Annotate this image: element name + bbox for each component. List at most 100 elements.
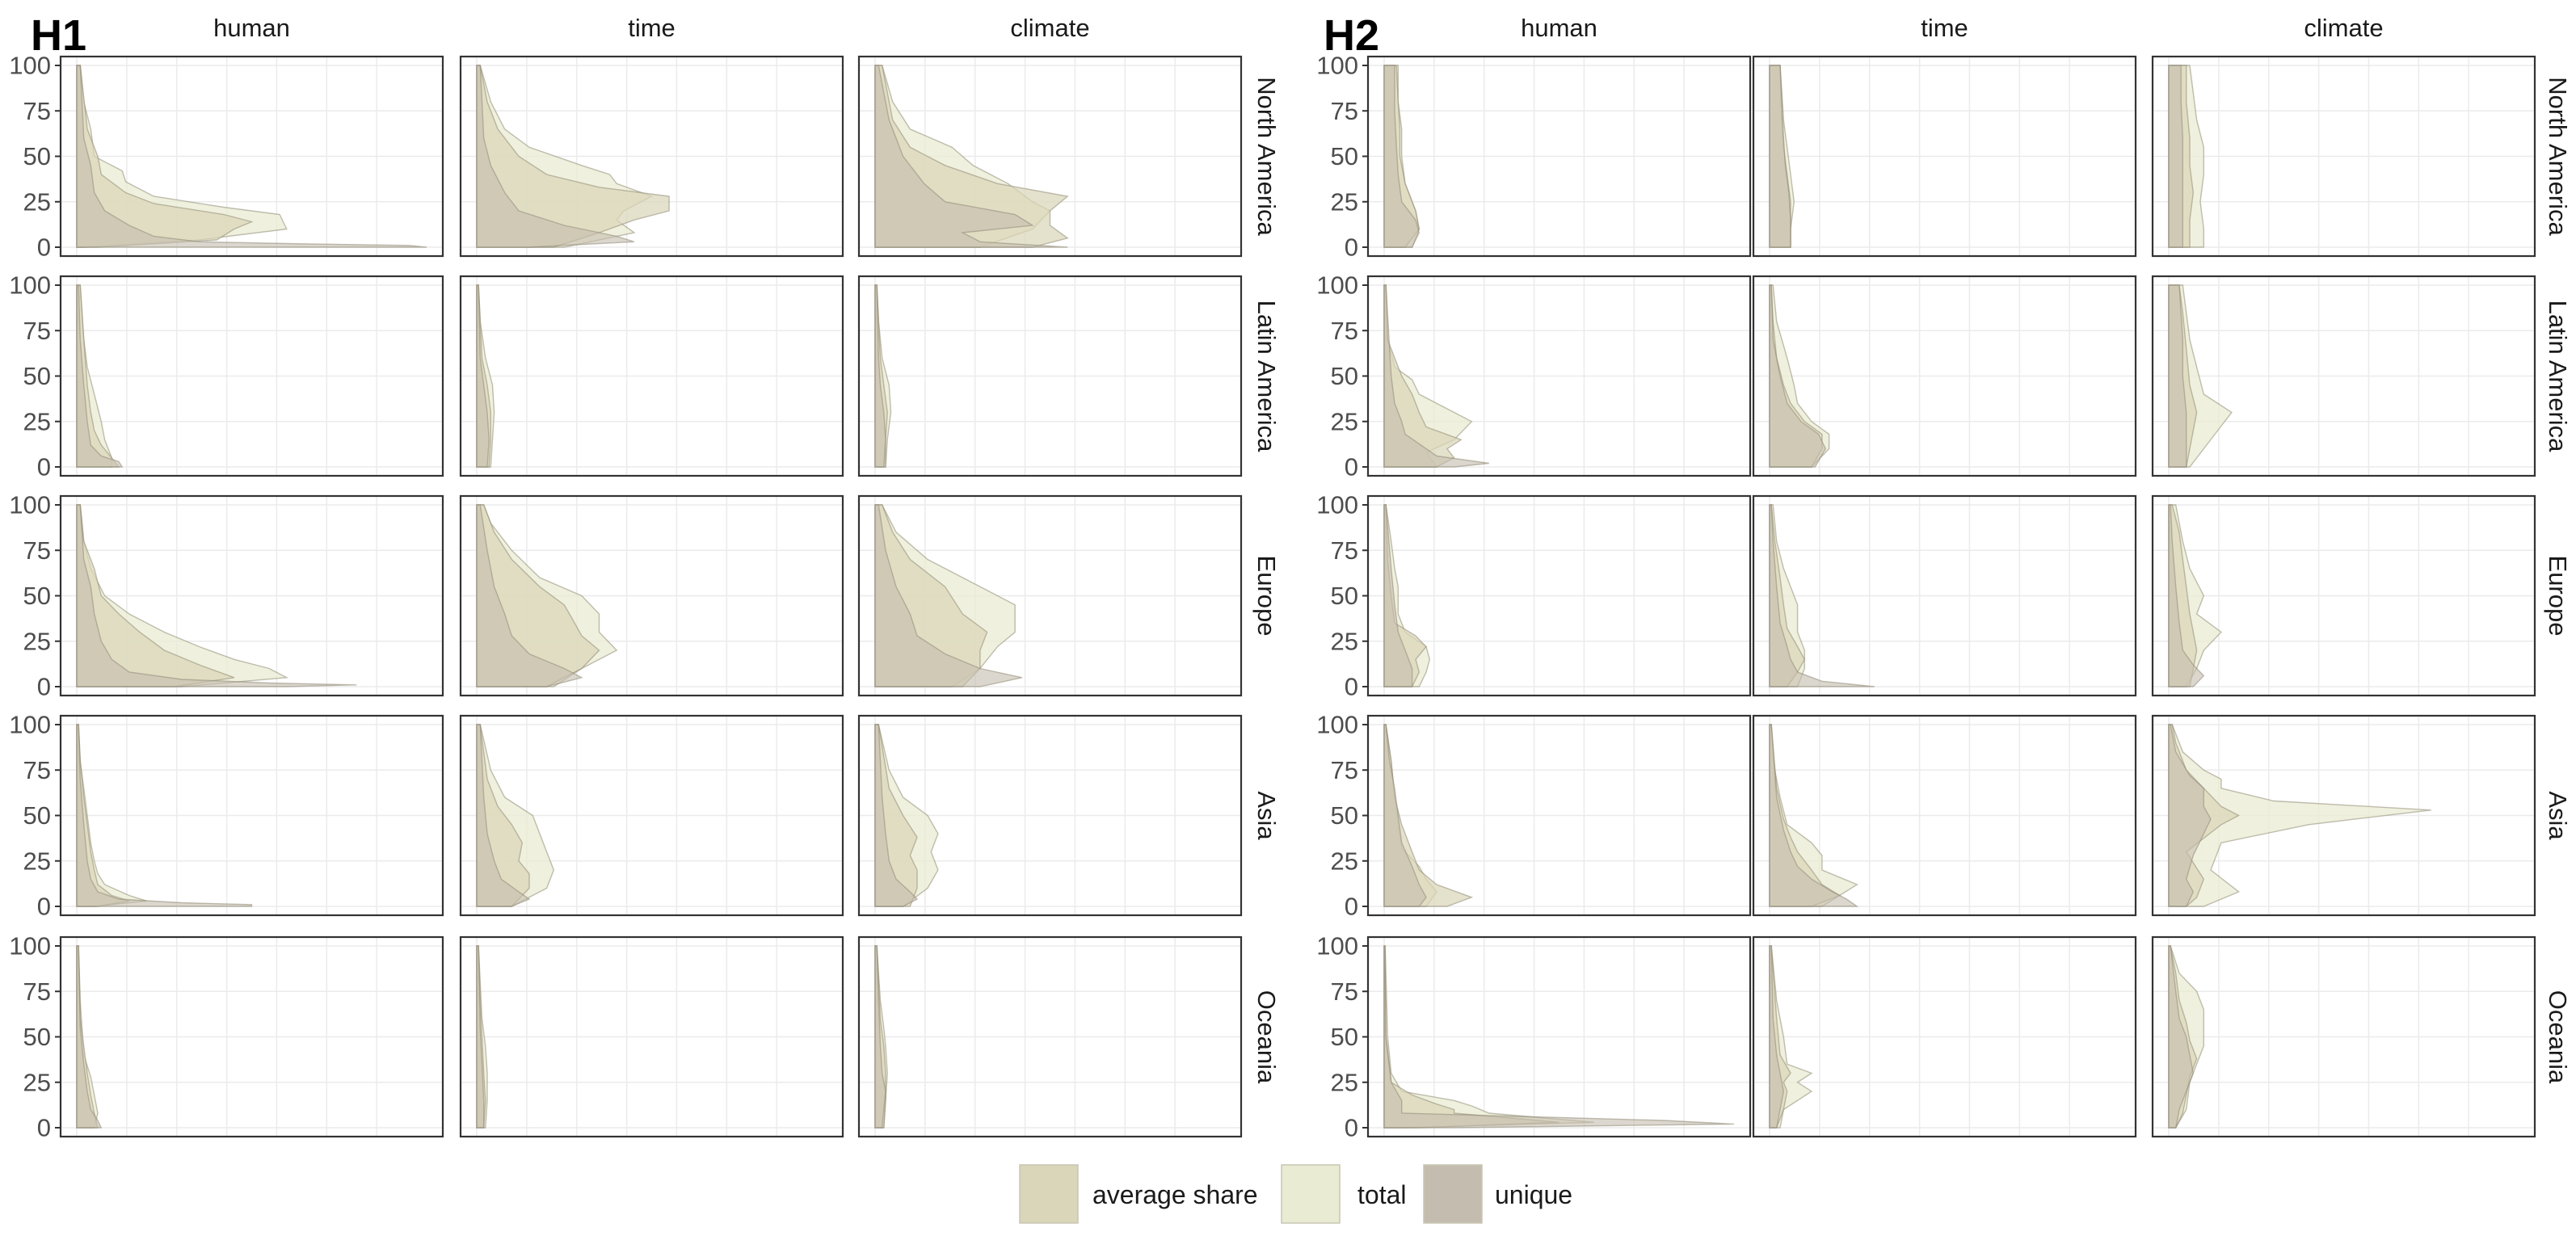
panel-areas	[476, 504, 618, 687]
y-tick-label: 25	[1331, 627, 1358, 655]
y-tick-label: 75	[1331, 756, 1358, 784]
y-tick-label: 75	[1331, 977, 1358, 1006]
y-tick-label: 50	[23, 801, 51, 830]
panel-grid	[1368, 57, 1750, 256]
panel-grid	[2153, 496, 2535, 696]
panel-areas	[874, 945, 888, 1129]
panel-grid	[461, 276, 843, 476]
panel-grid	[61, 937, 443, 1137]
density-area-unique	[874, 65, 1068, 248]
y-tick-label: 25	[1331, 187, 1358, 216]
panel-border	[1752, 55, 2137, 258]
y-tick-label: 75	[1331, 536, 1358, 565]
panel-grid	[1753, 937, 2136, 1137]
y-tick-label: 75	[23, 756, 51, 784]
panels-layer: 0 25 50 75 100 0 25 50 75 100 0 25 50 75 100 0 25 50 75 100…	[9, 52, 2536, 1142]
density-area-unique	[1769, 284, 1827, 468]
density-area-unique	[1769, 65, 1791, 248]
panel-border	[857, 714, 1243, 917]
density-area-unique	[76, 945, 103, 1129]
panel-areas	[76, 504, 357, 687]
panel-border	[459, 714, 844, 917]
density-area-unique	[874, 504, 1023, 687]
panel-h1-europe-time	[459, 494, 844, 697]
panel-border	[857, 935, 1243, 1138]
panel-border	[857, 55, 1243, 258]
density-area-total	[2168, 724, 2431, 907]
y-tick-label: 0	[37, 893, 51, 921]
panel-border	[2151, 275, 2536, 477]
panel-h2-asia-time	[1752, 714, 2137, 917]
panel-h2-oceania-time	[1752, 935, 2137, 1138]
y-tick-label: 100	[9, 271, 51, 300]
panel-areas	[476, 945, 488, 1129]
legend: average share total unique	[1019, 1164, 1572, 1224]
panel-areas	[2168, 65, 2204, 248]
panel-h1-asia-time	[459, 714, 844, 917]
panel-areas	[874, 504, 1023, 687]
density-area-unique	[76, 504, 357, 687]
y-tick-label: 100	[9, 52, 51, 80]
panel-grid	[1368, 496, 1750, 696]
panel-h1-latin-america-human: 0 25 50 75 100	[9, 271, 444, 481]
panel-border	[2151, 494, 2536, 697]
legend-swatch-total	[1281, 1164, 1341, 1224]
panel-h1-oceania-climate	[857, 935, 1243, 1138]
density-area-unique	[2168, 945, 2195, 1129]
panel-h1-north-america-time	[459, 55, 844, 258]
y-tick-label: 25	[23, 187, 51, 216]
row-label-h2-north-america: North America	[2544, 77, 2572, 236]
y-tick-label: 50	[1331, 142, 1358, 170]
density-area-unique	[476, 504, 583, 687]
panel-h2-oceania-climate	[2151, 935, 2536, 1138]
panel-areas	[1383, 504, 1431, 687]
panel-areas	[2168, 945, 2204, 1129]
group-label-h2: H2	[1324, 11, 1379, 60]
density-area-unique	[1769, 504, 1875, 687]
y-tick-label: 100	[9, 491, 51, 519]
density-area-unique	[476, 724, 531, 907]
panel-h1-oceania-time	[459, 935, 844, 1138]
y-tick-label: 75	[23, 536, 51, 565]
panel-h2-europe-climate	[2151, 494, 2536, 697]
density-area-unique	[1769, 724, 1859, 907]
density-area-unique	[2168, 65, 2183, 248]
panel-grid	[461, 937, 843, 1137]
density-area-unique	[1383, 724, 1427, 907]
y-tick-label: 0	[1345, 893, 1358, 921]
panel-h2-asia-human: 0 25 50 75 100	[1316, 711, 1752, 921]
panel-h2-latin-america-human: 0 25 50 75 100	[1316, 271, 1752, 481]
density-area-unique	[2168, 284, 2187, 468]
panel-h1-europe-climate	[857, 494, 1243, 697]
panel-h1-north-america-climate	[857, 55, 1243, 258]
density-area-unique	[76, 284, 124, 468]
y-tick-label: 25	[1331, 847, 1358, 875]
y-tick-label: 100	[1316, 491, 1358, 519]
column-label-h2-time: time	[1921, 14, 1968, 42]
panel-grid	[61, 276, 443, 476]
y-tick-label: 75	[23, 317, 51, 345]
y-tick-label: 0	[1345, 1114, 1358, 1142]
column-label-h1-time: time	[628, 14, 676, 42]
row-label-h1-oceania: Oceania	[1252, 990, 1281, 1084]
panel-grid	[859, 937, 1241, 1137]
panel-grid	[1368, 716, 1750, 915]
panel-grid	[1753, 496, 2136, 696]
panel-border	[459, 494, 844, 697]
density-area-unique	[476, 65, 635, 248]
panel-border	[1752, 275, 2137, 477]
density-area-unique	[1769, 945, 1785, 1129]
panel-grid	[2153, 937, 2535, 1137]
legend-swatch-unique	[1423, 1164, 1483, 1224]
panel-border	[2151, 55, 2536, 258]
y-tick-label: 25	[23, 847, 51, 875]
row-label-h2-latin-america: Latin America	[2544, 301, 2572, 453]
panel-h1-latin-america-time	[459, 275, 844, 477]
y-tick-label: 0	[1345, 233, 1358, 262]
panel-areas	[76, 724, 253, 907]
panel-areas	[1769, 284, 1830, 468]
y-tick-label: 50	[23, 362, 51, 390]
row-label-h2-asia: Asia	[2544, 791, 2572, 840]
panel-border	[1752, 494, 2137, 697]
density-area-unique	[1383, 945, 1735, 1129]
